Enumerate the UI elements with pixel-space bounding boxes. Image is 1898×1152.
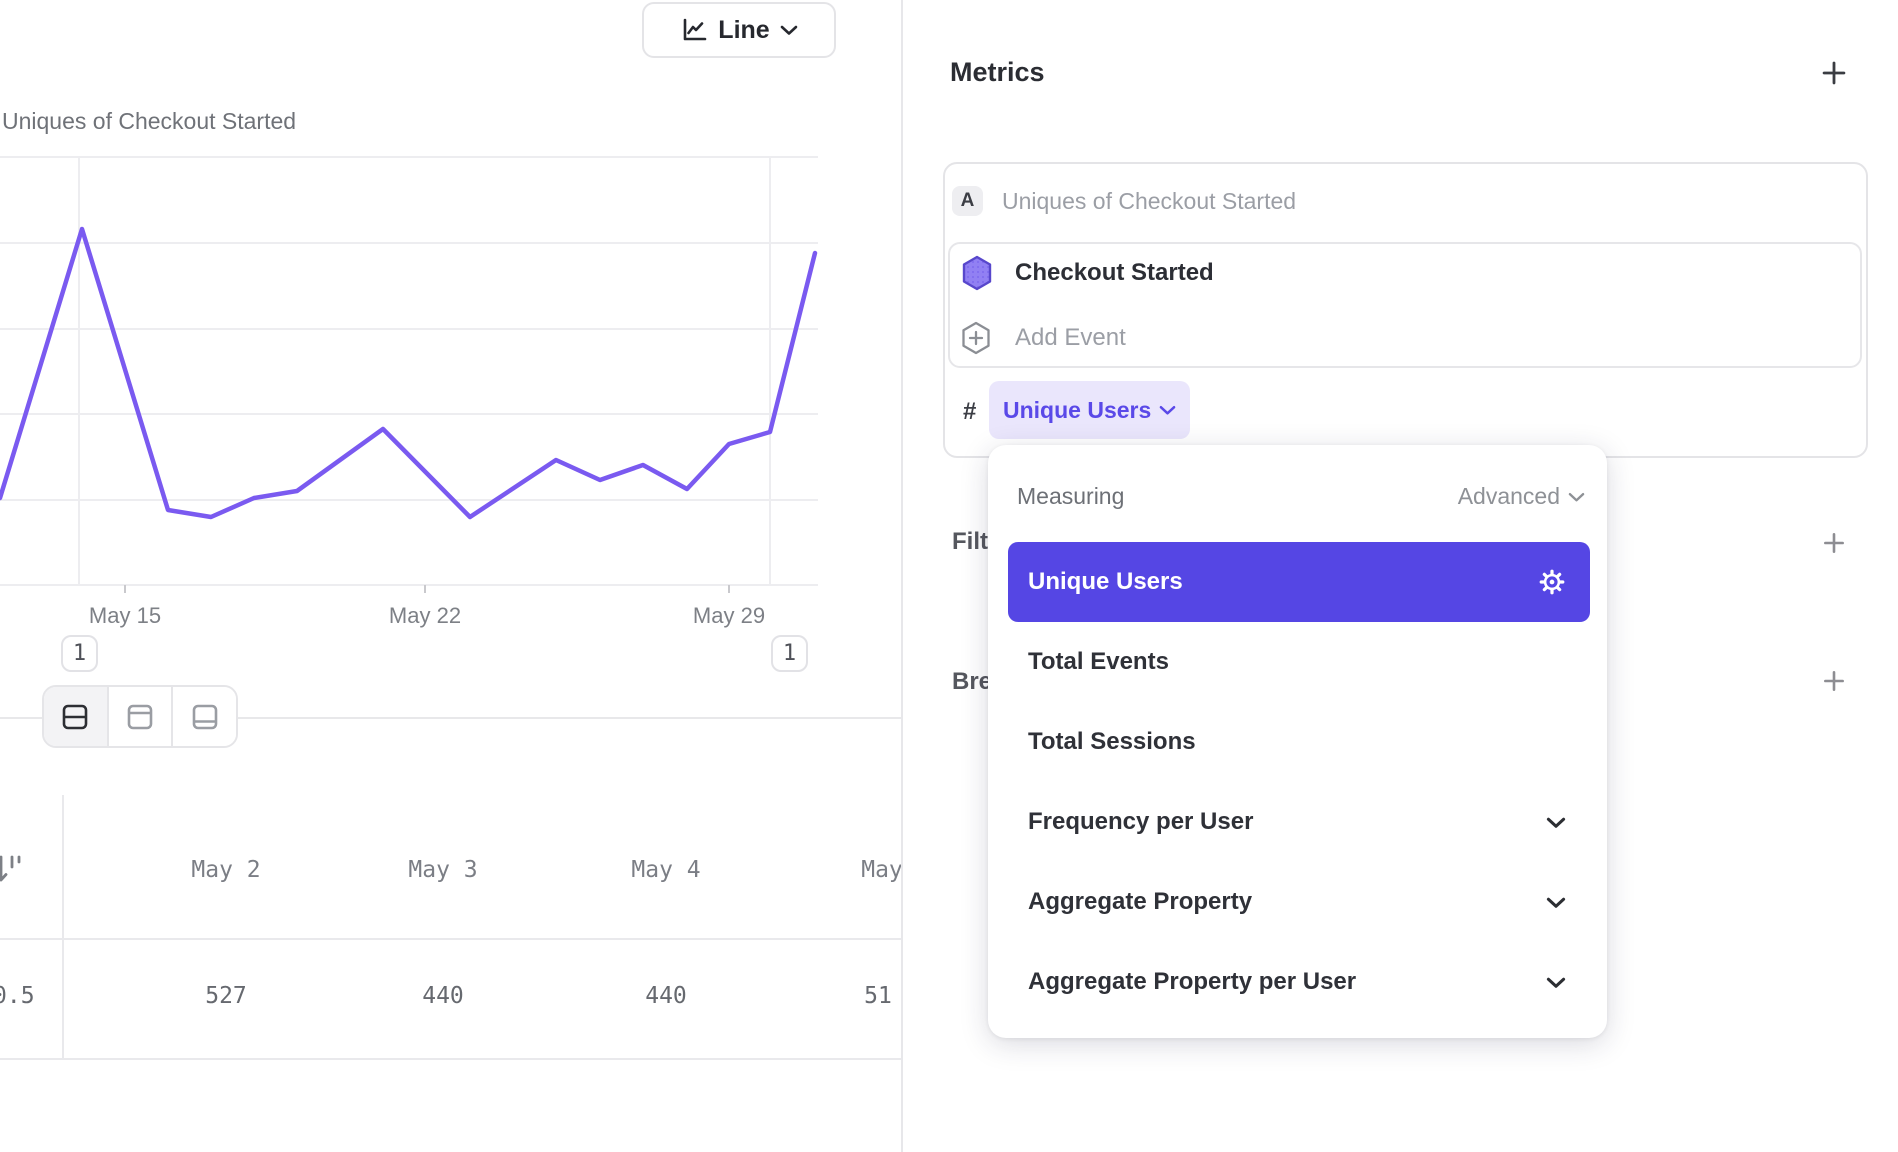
menu-item-aggregate-property-per-user[interactable]: Aggregate Property per User [1008, 942, 1590, 1022]
layout-table-only-button[interactable] [171, 687, 236, 746]
split-view-icon [63, 704, 88, 729]
table-header-clipped[interactable]: May [861, 857, 903, 883]
menu-item-frequency-per-user[interactable]: Frequency per User [1008, 782, 1590, 862]
add-metric-button[interactable] [1820, 59, 1848, 87]
metric-row-badge: A [952, 186, 983, 216]
menu-item-aggregate-property[interactable]: Aggregate Property [1008, 862, 1590, 942]
table-header-may-4[interactable]: May 4 [631, 857, 701, 883]
add-filter-button[interactable] [1821, 530, 1849, 558]
advanced-label: Advanced [1457, 483, 1560, 509]
plus-icon [1824, 533, 1844, 553]
metrics-section-title: Metrics [950, 57, 1045, 87]
chart-type-label: Line [718, 15, 770, 44]
event-card [948, 242, 1862, 368]
event-label: Checkout Started [1015, 259, 1214, 286]
pagination-badge-left[interactable]: 1 [61, 635, 98, 672]
layout-chart-only-button[interactable] [106, 687, 172, 746]
add-event-label: Add Event [1015, 324, 1126, 351]
plus-icon [1824, 671, 1844, 691]
menu-item-unique-users[interactable]: Unique Users [1008, 542, 1590, 622]
measurement-type-symbol: # [963, 398, 977, 425]
add-breakdown-button[interactable] [1821, 668, 1849, 696]
table-row-border [0, 1058, 902, 1060]
section-divider [0, 717, 902, 719]
measurement-chip-label: Unique Users [1003, 396, 1152, 423]
layout-toggle-group [42, 685, 238, 748]
chevron-down-icon [780, 25, 798, 35]
popover-header: Measuring Advanced [1017, 483, 1585, 510]
measurement-chip[interactable]: Unique Users [989, 381, 1191, 439]
add-event-hexagon-icon [962, 321, 990, 355]
x-axis-tick-label: May 22 [388, 603, 462, 628]
add-event-button[interactable]: Add Event [960, 321, 1126, 355]
metric-card-title: Uniques of Checkout Started [1002, 188, 1297, 214]
table-cell: 440 [645, 983, 687, 1009]
chevron-down-icon [1546, 977, 1566, 988]
line-chart-type-icon [683, 18, 707, 41]
chart-title: Uniques of Checkout Started [2, 108, 297, 134]
table-header-may-2[interactable]: May 2 [191, 857, 261, 883]
table-cell-clipped: 51 [864, 983, 892, 1009]
table-header-border [0, 938, 902, 940]
menu-item-total-sessions[interactable]: Total Sessions [1028, 728, 1196, 755]
advanced-toggle[interactable]: Advanced [1458, 483, 1585, 510]
event-hexagon-icon [962, 255, 992, 291]
x-axis-tick-label: May 15 [88, 603, 162, 628]
plus-icon [1822, 61, 1846, 85]
sort-descending-icon[interactable] [0, 854, 26, 891]
measuring-menu: Unique Users Total Events [1008, 542, 1590, 1022]
gear-icon[interactable] [1538, 568, 1566, 596]
chevron-down-icon [1159, 405, 1176, 415]
table-only-icon [192, 704, 217, 729]
table-cell: 440 [422, 983, 464, 1009]
chart-type-dropdown-button[interactable]: Line [642, 2, 836, 58]
chevron-down-icon [1546, 817, 1566, 828]
table-column-separator [62, 795, 64, 1059]
breakdowns-section-label: Bre [952, 668, 993, 695]
x-axis-tick-label: May 29 [692, 603, 766, 628]
measuring-dropdown-popover: Measuring Advanced Unique Users [988, 445, 1607, 1038]
table-cell: 527 [205, 983, 247, 1009]
layout-split-view-button[interactable] [44, 687, 107, 746]
line-chart[interactable] [0, 150, 820, 620]
event-row-checkout-started[interactable]: Checkout Started [961, 255, 1214, 291]
menu-item-total-events[interactable]: Total Events [1028, 648, 1169, 675]
measuring-label: Measuring [1017, 483, 1125, 509]
pagination-badge-right[interactable]: 1 [771, 635, 808, 672]
chevron-down-icon [1568, 492, 1585, 501]
chevron-down-icon [1546, 897, 1566, 908]
table-frozen-cell: 0.5 [0, 983, 35, 1009]
filters-section-label: Filt [952, 528, 988, 555]
table-header-may-3[interactable]: May 3 [408, 857, 478, 883]
chart-only-icon [127, 704, 153, 729]
panel-divider [901, 0, 903, 1152]
